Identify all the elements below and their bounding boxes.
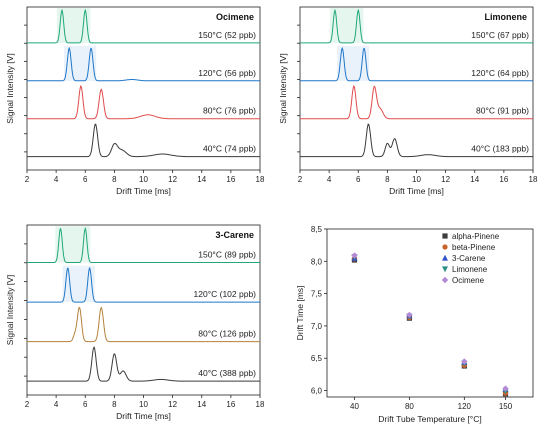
panel-ocimene: Ocimene 150°C (52 ppb) 120°C (56 ppb) 80°C …: [5, 6, 265, 196]
y-axis-label: Drift Time [ms]: [295, 286, 305, 341]
x-tick-label: 18: [529, 175, 538, 184]
legend-label: Ocimene: [452, 276, 485, 285]
highlight-band: [62, 265, 95, 303]
panel-title: Limonene: [484, 12, 527, 22]
trace-80: [300, 84, 533, 120]
trace-label: 80°C (76 ppb): [203, 106, 256, 116]
trace-40: [27, 346, 260, 382]
panel-3-carene: 3-Carene 150°C (89 ppb) 120°C (102 ppb) 80°…: [5, 224, 265, 421]
x-tick-label: 16: [499, 175, 508, 184]
point-ocimene: [502, 385, 509, 392]
x-tick-label: 12: [441, 175, 450, 184]
legend-label: 3-Carene: [452, 254, 486, 263]
point-ocimene: [406, 311, 413, 319]
x-tick-label: 150: [499, 402, 513, 411]
trace-label: 120°C (56 ppb): [198, 68, 256, 78]
trace-label: 120°C (102 ppb): [194, 289, 257, 299]
x-tick-label: 14: [470, 175, 479, 184]
trace-label: 150°C (67 ppb): [471, 30, 529, 40]
y-tick-label: 7,0: [311, 322, 323, 331]
y-tick-label: 8,5: [311, 225, 323, 234]
trace-40: [300, 123, 533, 158]
x-axis-label: Drift Time [ms]: [389, 186, 444, 196]
x-tick-label: 12: [168, 175, 177, 184]
point-ocimene: [461, 358, 468, 365]
x-tick-label: 4: [327, 175, 332, 184]
x-axis-label: Drift Time [ms]: [116, 186, 171, 196]
point-ocimene: [351, 252, 358, 259]
y-axis-label: Signal Intensity [V]: [5, 53, 15, 123]
highlight-band: [337, 45, 370, 81]
trace-label: 80°C (91 ppb): [476, 106, 529, 116]
highlight-band: [55, 226, 91, 263]
highlight-band: [329, 8, 364, 43]
x-tick-label: 2: [25, 175, 30, 184]
x-tick-label: 16: [226, 400, 235, 409]
x-axis-label: Drift Time [ms]: [116, 411, 171, 421]
x-tick-label: 10: [139, 400, 148, 409]
highlight-band: [56, 8, 91, 43]
legend-label: beta-Pinene: [452, 243, 496, 252]
legend-marker-ocimene: [441, 276, 449, 284]
panel-title: 3-Carene: [215, 230, 254, 240]
x-tick-label: 8: [385, 175, 390, 184]
legend-marker-3-carene: [442, 254, 448, 261]
y-tick-label: 6,0: [311, 387, 323, 396]
x-tick-label: 2: [25, 400, 30, 409]
trace-label: 80°C (126 ppb): [198, 329, 256, 339]
trace-120: [27, 46, 260, 82]
trace-150: [27, 8, 260, 44]
panel-title: Ocimene: [216, 12, 254, 22]
trace-label: 150°C (52 ppb): [198, 30, 256, 40]
x-tick-label: 8: [112, 400, 117, 409]
y-axis-label: Signal Intensity [V]: [5, 275, 15, 345]
legend-label: Limonene: [452, 265, 488, 274]
y-tick-label: 8,0: [311, 257, 323, 266]
trace-150: [27, 226, 260, 263]
panel-limonene: Limonene 150°C (67 ppb) 120°C (64 ppb) 80°C…: [278, 6, 538, 196]
legend-marker-alpha-pinene: [442, 233, 448, 239]
x-tick-label: 6: [83, 400, 88, 409]
x-tick-label: 10: [139, 175, 148, 184]
trace-label: 40°C (388 ppb): [198, 368, 256, 378]
x-tick-label: 12: [168, 400, 177, 409]
x-axis-label: Drift Tube Temperature [°C]: [378, 414, 481, 424]
trace-label: 150°C (89 ppb): [198, 250, 256, 260]
x-tick-label: 4: [54, 400, 59, 409]
legend-marker-limonene: [442, 266, 448, 273]
x-tick-label: 18: [256, 400, 265, 409]
legend-label: alpha-Pinene: [452, 232, 500, 241]
y-axis-label: Signal Intensity [V]: [278, 53, 288, 123]
legend-marker-beta-pinene: [442, 244, 448, 250]
x-tick-label: 16: [226, 175, 235, 184]
y-tick-label: 7,5: [311, 290, 323, 299]
trace-40: [27, 123, 260, 158]
trace-80: [27, 306, 260, 343]
trace-label: 120°C (64 ppb): [471, 68, 529, 78]
trace-120: [300, 46, 533, 82]
plot-frame: [326, 228, 534, 398]
x-tick-label: 8: [112, 175, 117, 184]
trace-120: [27, 266, 260, 303]
x-tick-label: 14: [197, 400, 206, 409]
trace-80: [27, 84, 260, 120]
x-tick-label: 80: [405, 402, 414, 411]
y-tick-label: 6,5: [311, 354, 323, 363]
x-tick-label: 6: [83, 175, 88, 184]
x-tick-label: 6: [356, 175, 361, 184]
panel-drift-time-vs-temperature: 40 80 120 150 6,0 6,5 7,0 7,5 8,0 8,5 alpha-Pinene…: [295, 225, 534, 424]
x-tick-label: 4: [54, 175, 59, 184]
trace-label: 40°C (74 ppb): [203, 144, 256, 154]
trace-label: 40°C (183 ppb): [471, 144, 529, 154]
trace-150: [300, 8, 533, 44]
x-tick-label: 40: [350, 402, 359, 411]
x-tick-label: 120: [458, 402, 472, 411]
x-tick-label: 10: [412, 175, 421, 184]
x-tick-label: 14: [197, 175, 206, 184]
highlight-band: [64, 45, 97, 81]
x-tick-label: 18: [256, 175, 265, 184]
x-tick-label: 2: [298, 175, 303, 184]
